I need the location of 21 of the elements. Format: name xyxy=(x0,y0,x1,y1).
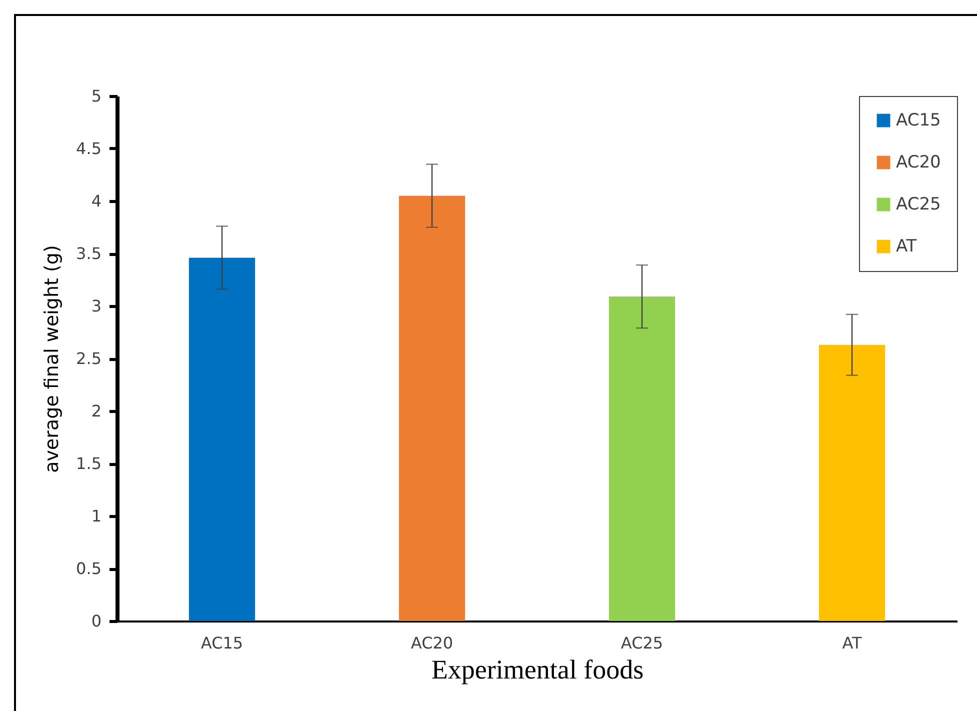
y-tick-label: 5 xyxy=(91,86,102,106)
y-tick-label: 4 xyxy=(91,192,102,210)
y-tick-label: 0 xyxy=(91,612,102,630)
y-tick-label: 1.5 xyxy=(76,454,102,473)
y-tick-label: 1 xyxy=(91,506,102,526)
x-tick-label: AC15 xyxy=(200,634,244,652)
legend-label: AC15 xyxy=(896,110,941,130)
y-tick-label: 2.5 xyxy=(76,349,102,368)
y-tick-label: 0.5 xyxy=(76,559,102,578)
legend-label: AC20 xyxy=(896,152,941,172)
x-tick-label: AT xyxy=(842,634,862,652)
legend-label: AC25 xyxy=(896,194,941,214)
x-tick-label: AC20 xyxy=(410,634,454,652)
x-tick-label: AC25 xyxy=(620,634,664,652)
y-tick-label: 3 xyxy=(91,296,102,316)
y-tick-label: 3.5 xyxy=(76,244,102,263)
y-axis-title: average final weight (g) xyxy=(41,245,64,473)
x-axis-title: Experimental foods xyxy=(431,654,644,684)
y-tick-label: 2 xyxy=(91,402,102,420)
y-tick-label: 4.5 xyxy=(76,139,102,158)
legend-label: AT xyxy=(896,236,918,256)
